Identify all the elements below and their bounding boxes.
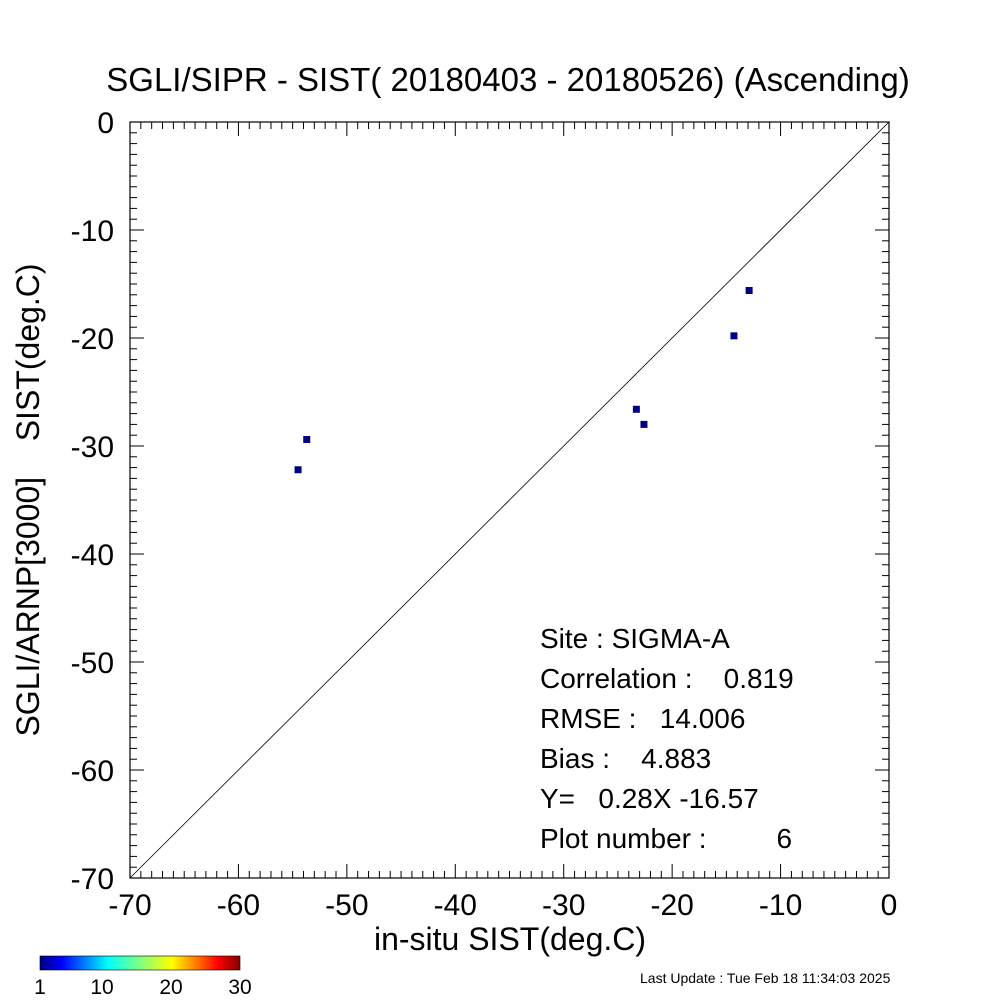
tick-marks <box>129 121 890 879</box>
stat-bias: Bias : 4.883 <box>540 743 711 774</box>
data-points <box>294 286 753 474</box>
stat-rmse: RMSE : 14.006 <box>540 703 745 734</box>
stat-plot-number: Plot number : 6 <box>540 823 792 854</box>
y-tick-labels: 0 -10 -20 -30 -40 -50 -60 -70 <box>71 107 114 896</box>
x-tick-label: -20 <box>650 889 693 922</box>
colorbar-tick-label: 1 <box>34 976 46 999</box>
data-point <box>640 420 648 428</box>
x-tick-label: -70 <box>108 889 151 922</box>
y-tick-label: -60 <box>71 755 114 788</box>
y-tick-label: -40 <box>71 539 114 572</box>
data-point <box>303 436 311 444</box>
colorbar: 1 10 20 30 <box>34 955 252 999</box>
chart-title: SGLI/SIPR - SIST( 20180403 - 20180526) (… <box>106 61 909 98</box>
stat-regression: Y= 0.28X -16.57 <box>540 783 759 814</box>
colorbar-tick-label: 30 <box>228 976 251 999</box>
data-point <box>730 332 738 340</box>
last-update-text: Last Update : Tue Feb 18 11:34:03 2025 <box>640 970 891 986</box>
stat-correlation: Correlation : 0.819 <box>540 663 794 694</box>
stats-box: Site : SIGMA-A Correlation : 0.819 RMSE … <box>540 623 794 854</box>
colorbar-gradient <box>39 955 241 971</box>
y-tick-label: -70 <box>71 863 114 896</box>
colorbar-tick-labels: 1 10 20 30 <box>34 976 252 999</box>
data-point <box>632 405 640 413</box>
plot-frame <box>129 121 890 879</box>
x-tick-label: -10 <box>759 889 802 922</box>
x-tick-label: -40 <box>434 889 477 922</box>
colorbar-tick-label: 10 <box>90 976 113 999</box>
x-tick-label: 0 <box>881 889 898 922</box>
stat-site: Site : SIGMA-A <box>540 623 730 654</box>
x-tick-labels: -70 -60 -50 -40 -30 -20 -10 0 <box>108 889 897 922</box>
x-tick-label: -60 <box>217 889 260 922</box>
y-tick-label: 0 <box>97 107 114 140</box>
y-tick-label: -30 <box>71 431 114 464</box>
y-axis-label: SGLI/ARNP[3000] SIST(deg.C) <box>10 263 46 736</box>
y-tick-label: -10 <box>71 215 114 248</box>
x-tick-label: -50 <box>325 889 368 922</box>
y-tick-label: -50 <box>71 647 114 680</box>
data-point <box>745 286 753 294</box>
one-to-one-line <box>129 121 890 879</box>
data-point <box>294 466 302 474</box>
x-tick-label: -30 <box>542 889 585 922</box>
colorbar-tick-label: 20 <box>159 976 182 999</box>
y-tick-label: -20 <box>71 323 114 356</box>
x-axis-label: in-situ SIST(deg.C) <box>374 921 646 957</box>
